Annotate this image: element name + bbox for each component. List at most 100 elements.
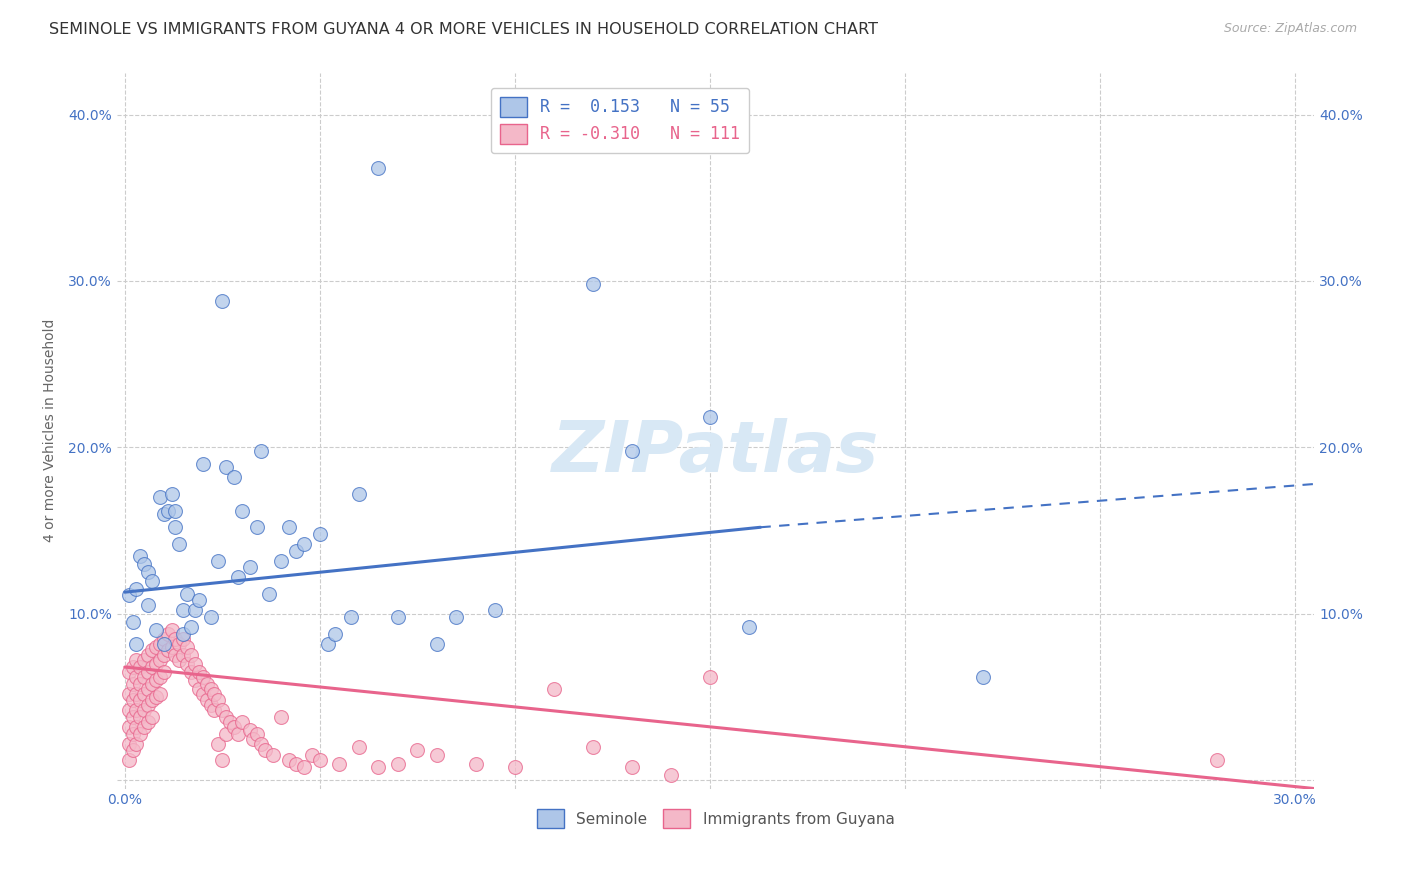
Point [211,753,233,767]
Point [141,574,163,588]
Point [176,657,198,671]
Point [121,743,143,757]
Point [308,527,330,541]
Point [972,670,994,684]
Point [1205,753,1227,767]
Point [215,460,238,475]
Point [136,698,159,713]
Point [129,726,152,740]
Point [121,710,143,724]
Point [134,670,156,684]
Point [134,687,156,701]
Point [254,743,277,757]
Point [156,503,179,517]
Point [503,760,526,774]
Point [191,457,214,471]
Point [152,632,174,646]
Point [387,756,409,771]
Point [165,503,187,517]
Point [325,627,347,641]
Point [340,610,363,624]
Point [160,487,183,501]
Point [160,640,183,654]
Point [121,726,143,740]
Point [145,673,167,688]
Point [118,753,141,767]
Point [180,620,202,634]
Point [328,756,350,771]
Point [149,670,172,684]
Point [367,161,389,175]
Point [204,687,226,701]
Point [699,410,721,425]
Point [152,665,174,679]
Point [165,632,187,646]
Point [226,570,249,584]
Point [160,624,183,638]
Point [145,640,167,654]
Point [308,753,330,767]
Legend: Seminole, Immigrants from Guyana: Seminole, Immigrants from Guyana [530,803,900,835]
Point [187,593,209,607]
Point [250,443,273,458]
Point [426,748,449,763]
Point [191,687,214,701]
Point [215,710,238,724]
Point [200,681,222,696]
Point [145,657,167,671]
Point [620,760,643,774]
Point [129,676,152,690]
Point [134,653,156,667]
Point [250,737,273,751]
Point [172,627,194,641]
Point [204,703,226,717]
Point [136,714,159,729]
Point [387,610,409,624]
Y-axis label: 4 or more Vehicles in Household: 4 or more Vehicles in Household [44,319,58,542]
Point [347,739,370,754]
Point [149,687,172,701]
Point [172,648,194,663]
Point [277,753,299,767]
Point [152,637,174,651]
Point [184,657,207,671]
Point [200,610,222,624]
Point [270,553,292,567]
Point [125,637,148,651]
Point [207,693,229,707]
Point [145,624,167,638]
Point [238,560,260,574]
Point [172,603,194,617]
Point [200,698,222,713]
Point [543,681,565,696]
Point [125,737,148,751]
Point [118,665,141,679]
Point [444,610,467,624]
Point [136,681,159,696]
Point [136,648,159,663]
Point [121,615,143,629]
Point [136,665,159,679]
Point [231,503,253,517]
Point [118,687,141,701]
Point [141,660,163,674]
Point [149,653,172,667]
Point [134,557,156,571]
Point [187,681,209,696]
Point [134,703,156,717]
Point [141,676,163,690]
Point [207,553,229,567]
Point [246,726,269,740]
Point [118,737,141,751]
Point [118,703,141,717]
Point [149,637,172,651]
Point [121,660,143,674]
Point [180,665,202,679]
Point [231,714,253,729]
Point [125,653,148,667]
Point [301,748,323,763]
Point [207,737,229,751]
Point [134,720,156,734]
Point [406,743,429,757]
Point [176,640,198,654]
